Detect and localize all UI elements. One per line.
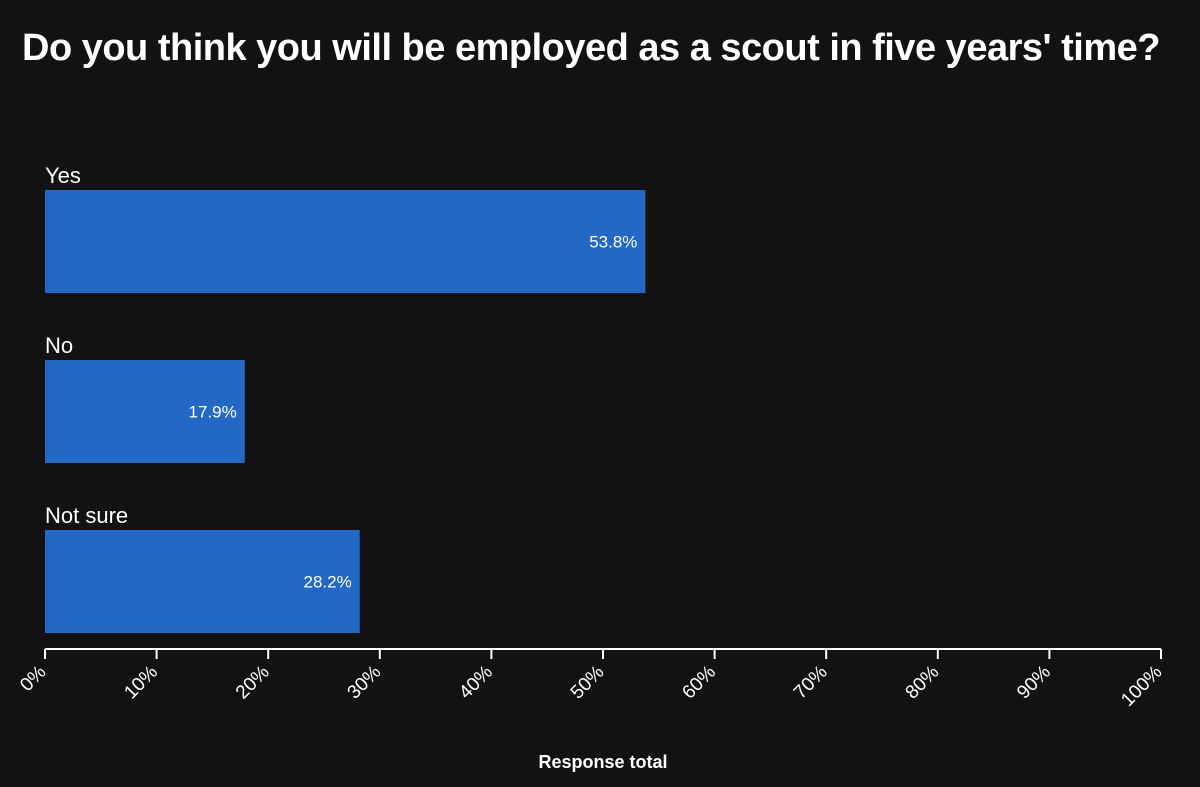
- bar-value-label: 53.8%: [589, 233, 637, 252]
- x-tick-label: 40%: [455, 662, 497, 704]
- x-tick-label: 80%: [902, 662, 944, 704]
- bar: [45, 190, 646, 293]
- bar-value-label: 17.9%: [189, 403, 237, 422]
- category-label: Yes: [45, 163, 81, 188]
- x-tick-label: 100%: [1117, 662, 1166, 711]
- category-label: Not sure: [45, 503, 128, 528]
- chart-title: Do you think you will be employed as a s…: [22, 27, 1160, 69]
- bar: [45, 530, 360, 633]
- x-axis: 0% 10% 20% 30% 40% 50% 60% 70% 80% 90% 100%: [16, 648, 1167, 711]
- x-tick-label: 0%: [16, 662, 50, 696]
- x-tick-label: 30%: [344, 662, 386, 704]
- x-tick-label: 90%: [1013, 662, 1055, 704]
- bar-value-label: 28.2%: [304, 573, 352, 592]
- x-tick-label: 50%: [567, 662, 609, 704]
- category-label: No: [45, 333, 73, 358]
- x-tick-label: 20%: [232, 662, 274, 704]
- x-tick-label: 60%: [678, 662, 720, 704]
- x-tick-label: 70%: [790, 662, 832, 704]
- x-tick-label: 10%: [120, 662, 162, 704]
- x-axis-title: Response total: [538, 752, 667, 772]
- bars-group: Yes 53.8% No 17.9% Not sure 28.2%: [45, 163, 646, 633]
- bar: [45, 360, 245, 463]
